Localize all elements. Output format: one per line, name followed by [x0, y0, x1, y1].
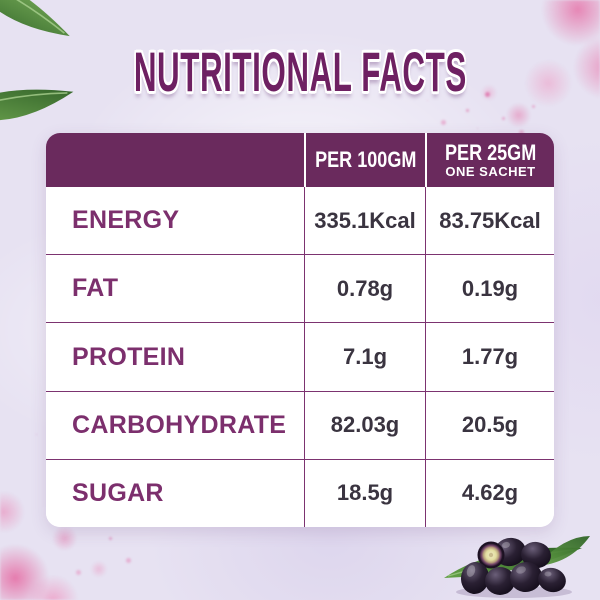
row-per-100gm: 82.03g	[330, 412, 400, 438]
table-row: FAT 0.78g 0.19g	[46, 254, 554, 323]
per-25gm-cell: 20.5g	[425, 391, 554, 459]
row-per-25gm: 0.19g	[461, 275, 519, 301]
table-row: ENERGY 335.1Kcal 83.75Kcal	[46, 187, 554, 255]
table-row: CARBOHYDRATE 82.03g 20.5g	[46, 390, 554, 459]
header-nutrient-cell	[46, 133, 304, 187]
per-25gm-cell: 1.77g	[425, 323, 554, 391]
nutrient-cell: FAT	[46, 255, 304, 322]
row-per-100gm: 7.1g	[342, 344, 388, 369]
per-25gm-cell: 4.62g	[425, 459, 554, 527]
header-per-100gm: PER 100GM	[304, 133, 425, 187]
row-per-100gm: 0.78g	[336, 275, 394, 301]
per-100gm-cell: 7.1g	[304, 323, 425, 391]
row-per-100gm: 335.1Kcal	[314, 207, 416, 233]
table-row: SUGAR 18.5g 4.62g	[46, 458, 554, 527]
table-body: ENERGY 335.1Kcal 83.75Kcal FAT 0.78g 0.1…	[46, 187, 554, 527]
row-label: SUGAR	[72, 478, 164, 507]
table-row: PROTEIN 7.1g 1.77g	[46, 322, 554, 391]
per-25gm-cell: 83.75Kcal	[425, 187, 554, 255]
nutrient-cell: PROTEIN	[46, 323, 304, 390]
row-label: ENERGY	[72, 206, 180, 235]
table-header: PER 100GM PER 25GM ONE SACHET	[46, 133, 554, 187]
row-per-25gm: 1.77g	[461, 344, 519, 369]
nutrient-cell: SUGAR	[46, 460, 304, 527]
page-title: NUTRITIONAL FACTS	[133, 40, 467, 103]
row-label: FAT	[72, 274, 119, 303]
per-100gm-cell: 0.78g	[304, 255, 425, 323]
jamun-berries-icon	[444, 536, 590, 598]
header-per-25gm: PER 25GM ONE SACHET	[425, 133, 554, 187]
row-per-25gm: 20.5g	[461, 412, 519, 438]
row-per-100gm: 18.5g	[336, 480, 394, 506]
row-per-25gm: 83.75Kcal	[439, 207, 541, 233]
row-per-25gm: 4.62g	[461, 480, 519, 506]
row-label: PROTEIN	[72, 342, 186, 371]
per-100gm-cell: 335.1Kcal	[304, 187, 425, 255]
per-25gm-cell: 0.19g	[425, 255, 554, 323]
per-100gm-cell: 18.5g	[304, 459, 425, 527]
nutrient-cell: CARBOHYDRATE	[46, 392, 304, 459]
nutrient-cell: ENERGY	[46, 187, 304, 254]
nutrition-table: PER 100GM PER 25GM ONE SACHET ENERGY 335…	[46, 133, 554, 527]
per-100gm-cell: 82.03g	[304, 391, 425, 459]
leaf-icon	[0, 0, 74, 121]
row-label: CARBOHYDRATE	[72, 410, 287, 439]
